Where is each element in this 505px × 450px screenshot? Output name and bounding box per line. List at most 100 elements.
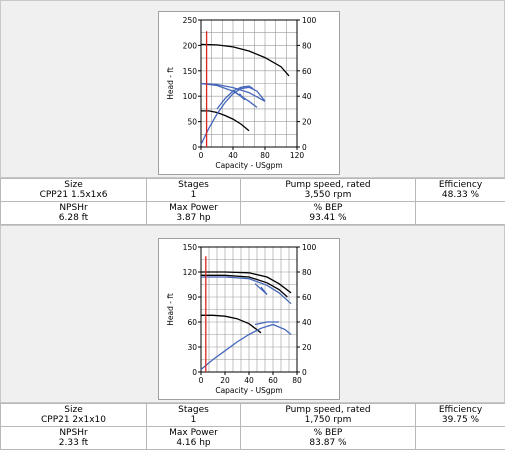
x-axis-label: Capacity - USgpm — [215, 386, 282, 395]
y2-tick-label: 0 — [302, 368, 307, 377]
y2-tick-label: 20 — [302, 343, 312, 352]
y2-tick-label: 40 — [302, 92, 312, 101]
y-tick-label: 50 — [187, 118, 197, 127]
series-line — [200, 43, 290, 77]
y-tick-label: 100 — [183, 92, 198, 101]
y-tick-label: 150 — [183, 243, 198, 252]
speed-label: Pump speed, rated — [285, 180, 371, 190]
bep-label: % BEP — [313, 428, 343, 438]
efficiency-value: 39.75 % — [441, 415, 480, 425]
speed-cell: Pump speed, rated 1,750 rpm — [240, 403, 416, 427]
empty-cell — [415, 426, 505, 450]
size-label: Size — [64, 180, 83, 190]
speed-value: 1,750 rpm — [304, 415, 352, 425]
series-line — [254, 321, 279, 326]
y-tick-label: 30 — [187, 343, 197, 352]
series-line — [216, 85, 254, 110]
bep-cell: % BEP 93.41 % — [240, 201, 416, 225]
efficiency-cell: Efficiency 48.33 % — [415, 178, 505, 202]
series-line — [201, 314, 262, 334]
size-value: CPP21 1.5x1x6 — [39, 190, 108, 200]
x-tick-label: 60 — [268, 376, 278, 385]
x-tick-label: 120 — [290, 151, 305, 160]
power-label: Max Power — [169, 203, 218, 213]
x-tick-label: 20 — [220, 376, 230, 385]
series-line — [201, 110, 250, 132]
x-axis-label: Capacity - USgpm — [215, 161, 282, 170]
pump-curve-chart-1: 0 50 100 150 200 250 0 20 40 60 80 100 0 40 80 120 Capac… — [158, 11, 340, 175]
y-axis-label: Head - ft — [166, 67, 175, 100]
y2-tick-label: 20 — [302, 118, 312, 127]
y-tick-label: 250 — [183, 16, 198, 25]
size-label: Size — [64, 405, 83, 415]
speed-cell: Pump speed, rated 3,550 rpm — [240, 178, 416, 202]
size-cell: Size CPP21 1.5x1x6 — [0, 178, 147, 202]
pump-curve-chart-2: 0 30 60 90 120 150 0 20 40 60 80 100 0 20 40 60 80 Capaci… — [158, 238, 340, 400]
stages-value: 1 — [190, 190, 197, 200]
efficiency-cell: Efficiency 39.75 % — [415, 403, 505, 427]
x-tick-label: 0 — [199, 376, 204, 385]
x-tick-label: 40 — [228, 151, 238, 160]
size-value: CPP21 2x1x10 — [40, 415, 106, 425]
x-tick-label: 80 — [292, 376, 302, 385]
series-line — [201, 274, 288, 298]
series-line — [232, 89, 246, 101]
size-cell: Size CPP21 2x1x10 — [0, 403, 147, 427]
y-tick-label: 120 — [183, 268, 198, 277]
power-label: Max Power — [169, 428, 218, 438]
y2-tick-label: 80 — [302, 41, 312, 50]
efficiency-value: 48.33 % — [441, 190, 480, 200]
stages-cell: Stages 1 — [146, 178, 241, 202]
y2-tick-label: 60 — [302, 293, 312, 302]
y2-tick-label: 100 — [302, 243, 317, 252]
bep-label: % BEP — [313, 203, 343, 213]
y-tick-label: 90 — [187, 293, 197, 302]
npshr-cell: NPSHr 6.28 ft — [0, 201, 147, 225]
y-tick-label: 0 — [192, 143, 197, 152]
npshr-label: NPSHr — [59, 203, 88, 213]
npshr-value: 6.28 ft — [58, 213, 89, 223]
series-line — [201, 271, 292, 294]
x-tick-label: 80 — [260, 151, 270, 160]
power-cell: Max Power 3.87 hp — [146, 201, 241, 225]
series-line — [200, 86, 266, 145]
efficiency-label: Efficiency — [438, 180, 483, 190]
y-tick-label: 150 — [183, 67, 198, 76]
npshr-label: NPSHr — [59, 428, 88, 438]
speed-value: 3,550 rpm — [304, 190, 352, 200]
y2-tick-label: 100 — [302, 16, 317, 25]
power-cell: Max Power 4.16 hp — [146, 426, 241, 450]
bep-value: 93.41 % — [309, 213, 347, 223]
stages-label: Stages — [178, 405, 209, 415]
y2-tick-label: 60 — [302, 67, 312, 76]
y-axis-label: Head - ft — [166, 293, 175, 326]
x-tick-label: 40 — [244, 376, 254, 385]
speed-label: Pump speed, rated — [285, 405, 371, 415]
series-line — [200, 323, 292, 370]
pump-info-table-1: Size CPP21 1.5x1x6 Stages 1 Pump speed, ra… — [0, 178, 505, 225]
y2-tick-label: 40 — [302, 318, 312, 327]
bep-value: 83.87 % — [309, 438, 347, 448]
y2-tick-label: 80 — [302, 268, 312, 277]
bep-cell: % BEP 83.87 % — [240, 426, 416, 450]
empty-cell — [415, 201, 505, 225]
power-value: 3.87 hp — [176, 213, 211, 223]
y2-tick-label: 0 — [302, 143, 307, 152]
stages-label: Stages — [178, 180, 209, 190]
series-line — [200, 82, 266, 102]
stages-cell: Stages 1 — [146, 403, 241, 427]
series-line — [254, 283, 268, 295]
stages-value: 1 — [190, 415, 197, 425]
pump-info-table-2: Size CPP21 2x1x10 Stages 1 Pump speed, rat… — [0, 403, 505, 450]
y-tick-label: 0 — [192, 368, 197, 377]
npshr-value: 2.33 ft — [58, 438, 89, 448]
npshr-cell: NPSHr 2.33 ft — [0, 426, 147, 450]
series-line — [201, 276, 292, 305]
y-tick-label: 200 — [183, 41, 198, 50]
power-value: 4.16 hp — [176, 438, 211, 448]
pump-curve-svg-2: 0 30 60 90 120 150 0 20 40 60 80 100 0 20 40 60 80 Capaci… — [166, 243, 317, 395]
efficiency-label: Efficiency — [438, 405, 483, 415]
x-tick-label: 0 — [199, 151, 204, 160]
pump-curve-svg-1: 0 50 100 150 200 250 0 20 40 60 80 100 0 40 80 120 Capac… — [166, 16, 317, 170]
y-tick-label: 60 — [187, 318, 197, 327]
